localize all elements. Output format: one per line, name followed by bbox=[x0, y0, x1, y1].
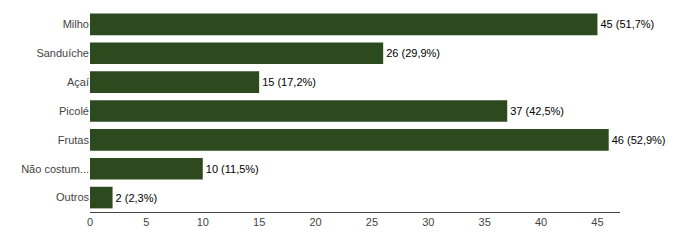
svg-text:5: 5 bbox=[143, 216, 149, 228]
svg-text:20: 20 bbox=[309, 216, 321, 228]
svg-text:10 (11,5%): 10 (11,5%) bbox=[206, 163, 259, 175]
svg-text:Açaí: Açaí bbox=[67, 76, 89, 88]
svg-text:Frutas: Frutas bbox=[58, 134, 90, 146]
svg-text:Picolé: Picolé bbox=[59, 105, 89, 117]
svg-text:0: 0 bbox=[87, 216, 93, 228]
svg-text:25: 25 bbox=[366, 216, 378, 228]
svg-text:Não costum...: Não costum... bbox=[21, 163, 89, 175]
svg-text:30: 30 bbox=[422, 216, 434, 228]
svg-text:Sanduíche: Sanduíche bbox=[36, 47, 89, 59]
svg-text:15 (17,2%): 15 (17,2%) bbox=[262, 76, 316, 88]
svg-text:46 (52,9%): 46 (52,9%) bbox=[612, 134, 666, 146]
svg-text:Milho: Milho bbox=[63, 18, 89, 30]
svg-text:37 (42,5%): 37 (42,5%) bbox=[510, 105, 564, 117]
svg-text:45 (51,7%): 45 (51,7%) bbox=[600, 18, 654, 30]
svg-text:40: 40 bbox=[535, 216, 547, 228]
svg-text:2 (2,3%): 2 (2,3%) bbox=[116, 192, 158, 204]
svg-text:Outros: Outros bbox=[56, 191, 90, 203]
svg-text:10: 10 bbox=[197, 216, 209, 228]
svg-text:45: 45 bbox=[591, 216, 603, 228]
svg-text:15: 15 bbox=[253, 216, 265, 228]
svg-text:26 (29,9%): 26 (29,9%) bbox=[386, 47, 440, 59]
svg-text:35: 35 bbox=[479, 216, 491, 228]
